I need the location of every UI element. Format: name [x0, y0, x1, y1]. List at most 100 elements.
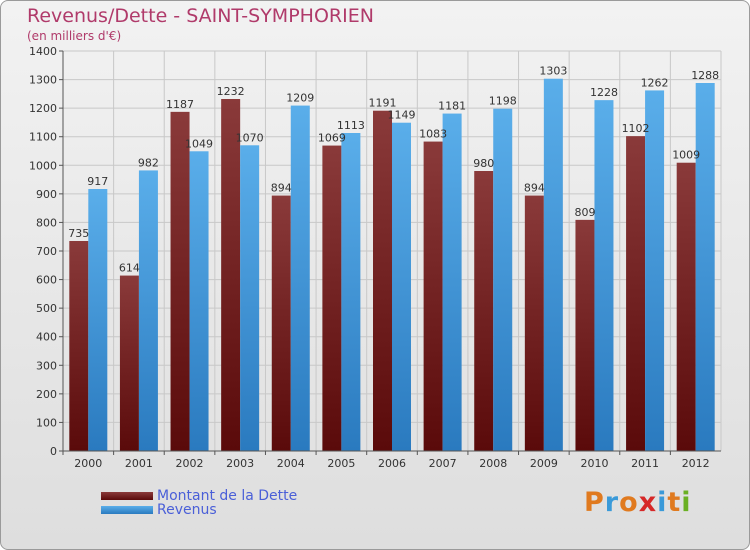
bar-dette	[322, 145, 342, 452]
data-label: 1228	[590, 86, 618, 99]
chart-subtitle: (en milliers d'€)	[27, 29, 122, 43]
x-tick-label: 2011	[631, 457, 659, 470]
legend-item-dette: Montant de la Dette	[101, 488, 297, 504]
data-label: 917	[87, 175, 108, 188]
bar-dette	[373, 110, 392, 451]
bar-revenus	[594, 100, 614, 452]
y-tick-label: 700	[36, 245, 57, 258]
legend-item-revenus: Revenus	[101, 502, 217, 518]
logo-letter: r	[604, 487, 620, 518]
bar-dette	[221, 99, 241, 451]
axes: 0 100 200 300 400 500 600 700 800 900 1000 1100 1200…	[29, 45, 721, 470]
y-tick-label: 1300	[29, 74, 57, 87]
legend-swatch-dette	[101, 492, 153, 500]
bar-dette	[474, 171, 494, 451]
x-tick-label: 2009	[530, 457, 558, 470]
x-tick-label: 2000	[74, 457, 102, 470]
data-labels: 7359176149821187104912321070894120910691…	[68, 65, 719, 275]
bar-revenus	[88, 189, 108, 451]
logo-letter: o	[619, 487, 639, 518]
bar-revenus	[493, 108, 513, 451]
legend-label-revenus: Revenus	[157, 502, 217, 518]
bar-revenus	[290, 105, 310, 452]
x-tick-label: 2004	[277, 457, 305, 470]
data-label: 1198	[489, 95, 517, 108]
bar-revenus	[442, 113, 462, 452]
x-tick-label: 2010	[580, 457, 608, 470]
data-label: 1181	[438, 100, 466, 113]
y-tick-label: 100	[36, 416, 57, 429]
data-label: 1149	[388, 109, 416, 122]
bar-dette	[676, 162, 696, 451]
x-tick-label: 2006	[378, 457, 406, 470]
data-label: 1232	[217, 85, 245, 98]
data-label: 809	[574, 206, 595, 219]
chart-title: Revenus/Dette - SAINT-SYMPHORIEN	[27, 5, 374, 27]
y-tick-label: 400	[36, 331, 57, 344]
bar-dette	[271, 195, 291, 451]
bar-revenus	[543, 78, 563, 451]
data-label: 894	[271, 182, 292, 195]
logo-letter: t	[667, 487, 682, 518]
data-label: 982	[138, 156, 159, 169]
data-label: 1049	[185, 137, 213, 150]
x-tick-label: 2007	[429, 457, 457, 470]
bar-revenus	[695, 83, 715, 451]
data-label: 1303	[539, 65, 567, 78]
y-tick-label: 900	[36, 188, 57, 201]
y-tick-label: 500	[36, 302, 57, 315]
logo-letter: x	[638, 487, 658, 518]
y-tick-label: 1200	[29, 102, 57, 115]
x-tick-label: 2008	[479, 457, 507, 470]
bar-dette	[170, 111, 190, 451]
bar-dette	[119, 275, 139, 451]
bar-dette	[423, 141, 443, 452]
bar-dette	[69, 241, 89, 451]
logo-letter: i	[657, 487, 668, 518]
x-tick-label: 2003	[226, 457, 254, 470]
data-label: 894	[524, 182, 545, 195]
data-label: 1083	[419, 128, 447, 141]
y-tick-label: 1000	[29, 159, 57, 172]
data-label: 1113	[337, 119, 365, 132]
x-tick-label: 2012	[682, 457, 710, 470]
x-tick-label: 2001	[125, 457, 153, 470]
data-label: 1262	[641, 76, 669, 89]
data-label: 1102	[622, 122, 650, 135]
x-tick-label: 2005	[327, 457, 355, 470]
legend-label-dette: Montant de la Dette	[157, 488, 298, 504]
data-label: 1187	[166, 98, 194, 111]
bar-dette	[626, 136, 646, 451]
y-tick-label: 1400	[29, 45, 57, 58]
x-tick-label: 2002	[176, 457, 204, 470]
data-label: 1209	[286, 92, 314, 105]
data-label: 735	[68, 227, 89, 240]
y-tick-label: 300	[36, 359, 57, 372]
y-tick-label: 800	[36, 216, 57, 229]
bar-revenus	[645, 90, 665, 451]
data-label: 1069	[318, 132, 346, 145]
bar-revenus	[138, 170, 158, 451]
legend-swatch-revenus	[101, 506, 153, 514]
y-tick-label: 1100	[29, 131, 57, 144]
data-label: 980	[473, 157, 494, 170]
bar-revenus	[240, 145, 260, 452]
data-label: 1288	[691, 69, 719, 82]
bar-dette	[575, 219, 595, 451]
bar-revenus	[341, 133, 361, 451]
logo-letter: P	[584, 487, 605, 518]
data-label: 1009	[672, 149, 700, 162]
bar-revenus	[392, 122, 411, 451]
logo-letter: i	[681, 487, 692, 518]
data-label: 1191	[369, 97, 397, 110]
bars	[69, 78, 715, 452]
proxiti-logo: Proxiti	[584, 487, 692, 518]
bar-revenus	[189, 151, 209, 452]
bar-dette	[524, 195, 544, 451]
data-label: 614	[119, 262, 140, 275]
y-tick-label: 200	[36, 388, 57, 401]
y-tick-label: 0	[50, 445, 57, 458]
y-tick-label: 600	[36, 274, 57, 287]
